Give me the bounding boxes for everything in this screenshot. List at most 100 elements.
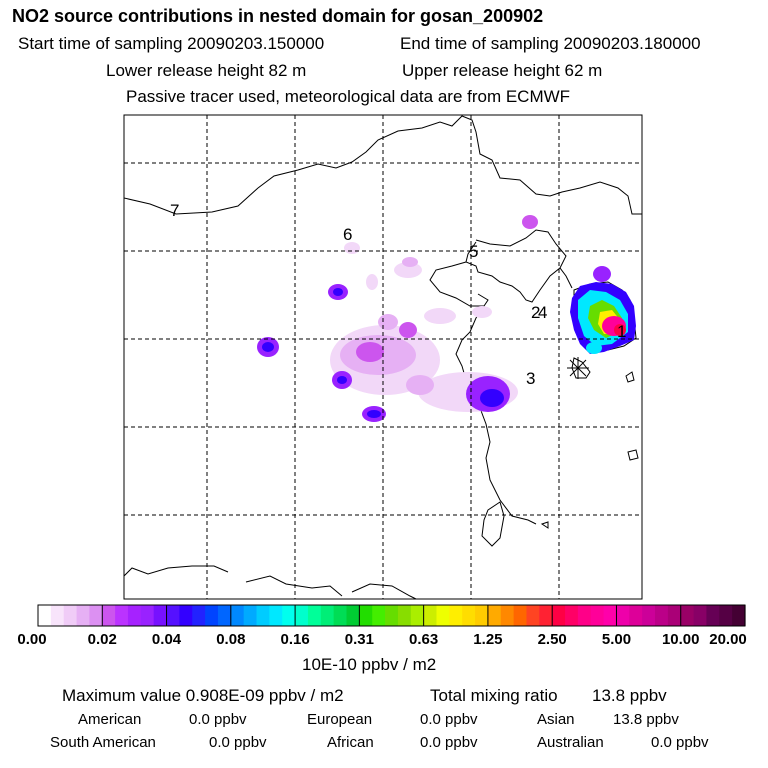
color-scale-bar <box>37 604 746 627</box>
sampling-start: Start time of sampling 20090203.150000 <box>18 34 325 53</box>
receptor-star-icon <box>567 357 589 379</box>
color-swatch <box>256 605 270 626</box>
color-swatch <box>590 605 605 626</box>
site-label-6: 6 <box>343 225 352 244</box>
color-swatch <box>436 605 450 626</box>
color-swatch <box>667 605 682 626</box>
lat-lon-grid <box>124 115 642 599</box>
site-label-2: 2 <box>531 303 540 322</box>
total-mixing-ratio-value: 13.8 ppbv <box>592 686 667 705</box>
color-swatch <box>359 605 373 626</box>
legend-units: 10E-10 ppbv / m2 <box>302 655 437 674</box>
color-swatch <box>205 605 219 626</box>
color-swatch <box>89 605 103 626</box>
region-south-american-value: 0.0 ppbv <box>209 734 267 751</box>
region-european-value: 0.0 ppbv <box>420 711 478 728</box>
upper-release-height: Upper release height 62 m <box>402 61 603 80</box>
color-swatch <box>320 605 335 626</box>
site-label-7: 7 <box>170 201 179 220</box>
color-swatch <box>732 605 746 626</box>
site-label-5: 5 <box>469 242 478 261</box>
legend-tick-label: 1.25 <box>473 631 503 648</box>
color-swatch <box>462 605 476 626</box>
color-swatch <box>115 605 129 626</box>
color-swatch <box>230 605 245 626</box>
legend-tick-label: 2.50 <box>537 631 567 648</box>
legend-tick-label: 0.31 <box>344 631 374 648</box>
color-swatch <box>192 605 206 626</box>
color-swatch <box>217 605 232 626</box>
region-asian-value: 13.8 ppbv <box>613 711 679 728</box>
concentration-plume <box>257 215 636 422</box>
region-asian-label: Asian <box>537 711 575 728</box>
legend-tick-label: 20.00 <box>709 631 747 648</box>
total-mixing-ratio-label: Total mixing ratio <box>430 686 558 705</box>
region-african-value: 0.0 ppbv <box>420 734 478 751</box>
color-swatch <box>552 605 566 626</box>
color-swatch <box>719 605 733 626</box>
legend-tick-label: 5.00 <box>601 631 632 648</box>
color-swatch <box>629 605 643 626</box>
color-swatch <box>50 605 65 626</box>
map-title: NO2 source contributions in nested domai… <box>12 6 544 26</box>
color-swatch <box>706 605 720 626</box>
region-american-label: American <box>78 711 142 728</box>
map-frame <box>123 114 643 600</box>
color-swatch <box>539 605 553 626</box>
site-label-4: 4 <box>538 303 547 322</box>
color-swatch <box>243 605 258 626</box>
color-swatch <box>63 605 78 626</box>
color-swatch <box>269 605 283 626</box>
color-swatch <box>577 605 592 626</box>
color-swatch <box>38 605 52 626</box>
region-american-value: 0.0 ppbv <box>189 711 247 728</box>
color-swatch <box>410 605 425 626</box>
color-swatch <box>449 605 463 626</box>
color-swatch <box>346 605 360 626</box>
color-swatch <box>655 605 669 626</box>
region-european-label: European <box>307 711 373 728</box>
lower-release-height: Lower release height 82 m <box>106 61 307 80</box>
color-swatch <box>179 605 193 626</box>
color-swatch <box>680 605 695 626</box>
color-swatch <box>603 605 618 626</box>
color-swatch <box>397 605 412 626</box>
color-swatch <box>295 605 309 626</box>
color-swatch <box>333 605 348 626</box>
legend-tick-label: 10.00 <box>661 631 700 648</box>
sampling-end: End time of sampling 20090203.180000 <box>400 34 701 53</box>
legend-tick-label: 0.08 <box>216 631 246 648</box>
color-swatch <box>475 605 489 626</box>
color-swatch <box>372 605 386 626</box>
color-swatch <box>526 605 540 626</box>
color-swatch <box>282 605 296 626</box>
region-australian-label: Australian <box>537 734 604 751</box>
color-swatch <box>423 605 438 626</box>
color-swatch <box>166 605 180 626</box>
color-swatch <box>76 605 91 626</box>
color-swatch <box>127 605 142 626</box>
legend-tick-label: 0.02 <box>87 631 117 648</box>
color-swatch <box>385 605 399 626</box>
color-swatch <box>616 605 630 626</box>
color-swatch <box>500 605 515 626</box>
color-swatch <box>642 605 656 626</box>
legend-tick-label: 0.04 <box>151 631 182 648</box>
site-label-1: 1 <box>617 322 626 341</box>
color-swatch <box>693 605 708 626</box>
color-swatch <box>307 605 322 626</box>
legend-tick-label: 0.00 <box>17 631 47 648</box>
color-swatch <box>487 605 502 626</box>
color-swatch <box>513 605 528 626</box>
tracer-note: Passive tracer used, meteorological data… <box>126 87 571 106</box>
color-bar-frame <box>37 604 746 627</box>
color-swatch <box>153 605 168 626</box>
region-african-label: African <box>327 734 374 751</box>
region-south-american-label: South American <box>50 734 156 751</box>
color-swatch <box>565 605 579 626</box>
region-australian-value: 0.0 ppbv <box>651 734 709 751</box>
legend-tick-label: 0.16 <box>280 631 310 648</box>
color-swatch <box>140 605 155 626</box>
legend-tick-label: 0.63 <box>409 631 439 648</box>
